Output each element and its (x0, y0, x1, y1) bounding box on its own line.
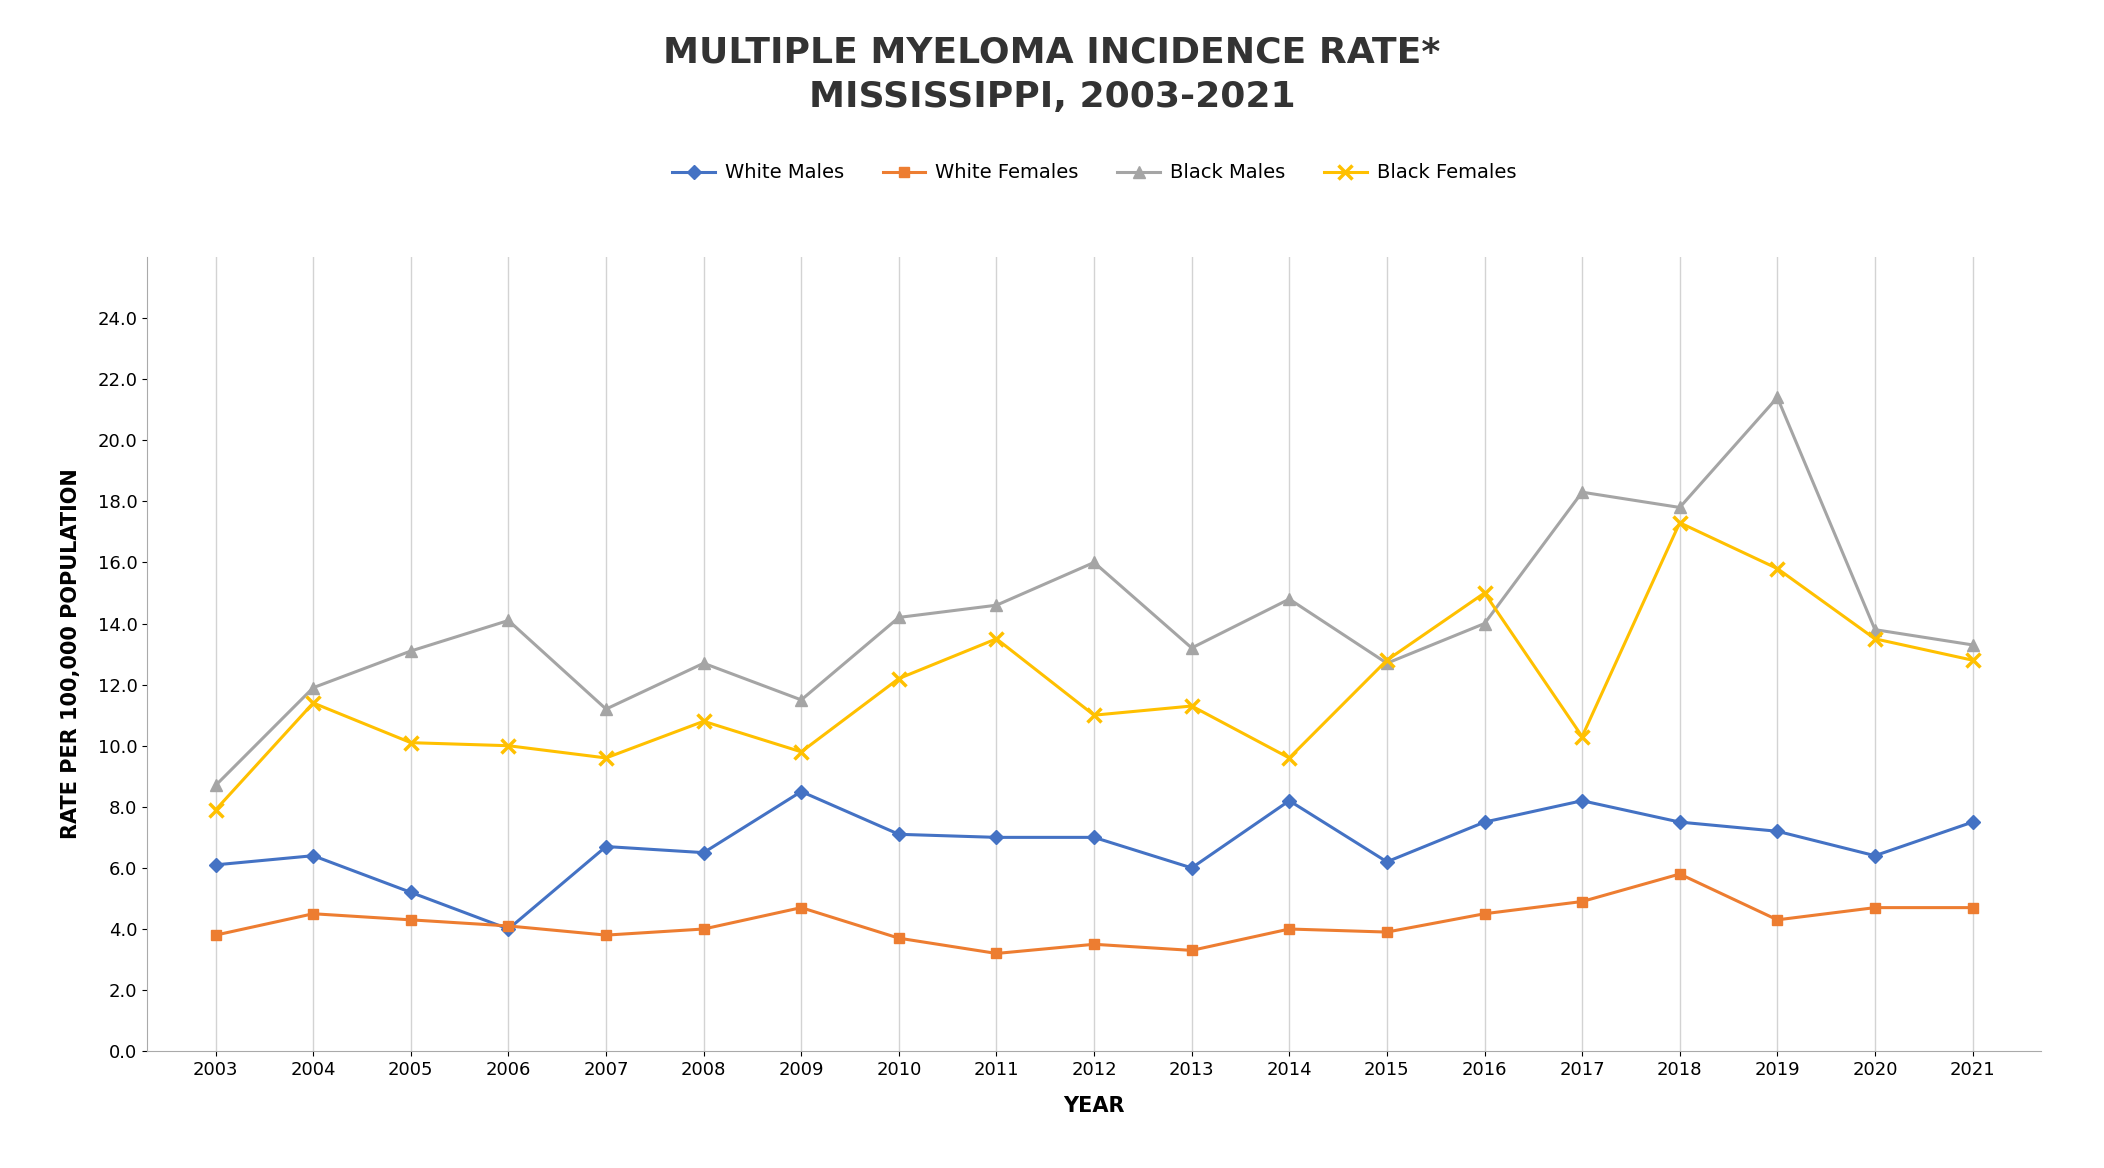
Black Males (398, 644, 423, 658)
Black Males (1765, 390, 1791, 404)
White Males (690, 846, 715, 860)
White Females (789, 901, 814, 915)
White Males (1473, 815, 1498, 829)
Black Males (1374, 656, 1399, 670)
White Males (1765, 825, 1791, 839)
White Males (1081, 830, 1107, 844)
White Females (301, 906, 326, 920)
White Females (1374, 925, 1399, 939)
White Males (1862, 849, 1887, 863)
Text: MULTIPLE MYELOMA INCIDENCE RATE*
MISSISSIPPI, 2003-2021: MULTIPLE MYELOMA INCIDENCE RATE* MISSISS… (663, 35, 1441, 113)
White Males (1666, 815, 1692, 829)
White Females (1570, 895, 1595, 909)
White Females (593, 929, 619, 943)
Black Females (886, 672, 911, 686)
White Males (202, 857, 227, 871)
Black Males (1961, 638, 1986, 652)
White Males (1374, 855, 1399, 869)
Black Males (1473, 617, 1498, 631)
Black Females (985, 632, 1010, 646)
White Females (497, 919, 522, 933)
White Males (1961, 815, 1986, 829)
Black Males (985, 598, 1010, 612)
Black Males (1178, 641, 1203, 655)
Black Males (593, 702, 619, 716)
Black Males (202, 778, 227, 792)
White Males (1570, 794, 1595, 808)
Black Males (1666, 500, 1692, 514)
Black Females (1473, 586, 1498, 600)
Black Females (202, 802, 227, 816)
X-axis label: YEAR: YEAR (1063, 1096, 1126, 1115)
White Females (1081, 937, 1107, 951)
White Females (1765, 913, 1791, 927)
White Females (985, 946, 1010, 960)
Black Males (497, 613, 522, 627)
Black Males (1081, 556, 1107, 570)
Black Females (1666, 516, 1692, 530)
Black Males (1862, 623, 1887, 637)
Black Males (690, 656, 715, 670)
Black Females (789, 745, 814, 759)
Black Females (1765, 562, 1791, 576)
Line: Black Males: Black Males (210, 391, 1978, 792)
White Females (1178, 944, 1203, 958)
White Males (398, 885, 423, 899)
Black Females (1961, 653, 1986, 667)
Black Females (1081, 708, 1107, 722)
Black Females (1862, 632, 1887, 646)
Black Females (1570, 730, 1595, 744)
White Males (497, 922, 522, 936)
White Females (398, 913, 423, 927)
White Females (886, 931, 911, 945)
Black Males (886, 611, 911, 625)
White Females (1666, 867, 1692, 881)
White Females (1473, 906, 1498, 920)
White Males (1277, 794, 1302, 808)
Black Males (789, 693, 814, 707)
White Males (789, 785, 814, 799)
White Males (886, 827, 911, 841)
Y-axis label: RATE PER 100,000 POPULATION: RATE PER 100,000 POPULATION (61, 468, 80, 840)
Black Males (301, 681, 326, 695)
Legend: White Males, White Females, Black Males, Black Females: White Males, White Females, Black Males,… (671, 164, 1517, 182)
Line: White Males: White Males (210, 787, 1978, 934)
White Females (1961, 901, 1986, 915)
White Females (202, 929, 227, 943)
White Females (1277, 922, 1302, 936)
Black Females (690, 715, 715, 729)
Black Females (1277, 751, 1302, 765)
White Females (690, 922, 715, 936)
Black Males (1570, 485, 1595, 499)
Black Females (497, 738, 522, 752)
Black Males (1277, 592, 1302, 606)
Black Females (1178, 698, 1203, 712)
White Males (301, 849, 326, 863)
White Males (985, 830, 1010, 844)
Black Females (398, 736, 423, 750)
Line: White Females: White Females (210, 869, 1978, 958)
White Females (1862, 901, 1887, 915)
Line: Black Females: Black Females (208, 516, 1980, 816)
Black Females (593, 751, 619, 765)
White Males (1178, 861, 1203, 875)
Black Females (1374, 653, 1399, 667)
Black Females (301, 696, 326, 710)
White Males (593, 840, 619, 854)
